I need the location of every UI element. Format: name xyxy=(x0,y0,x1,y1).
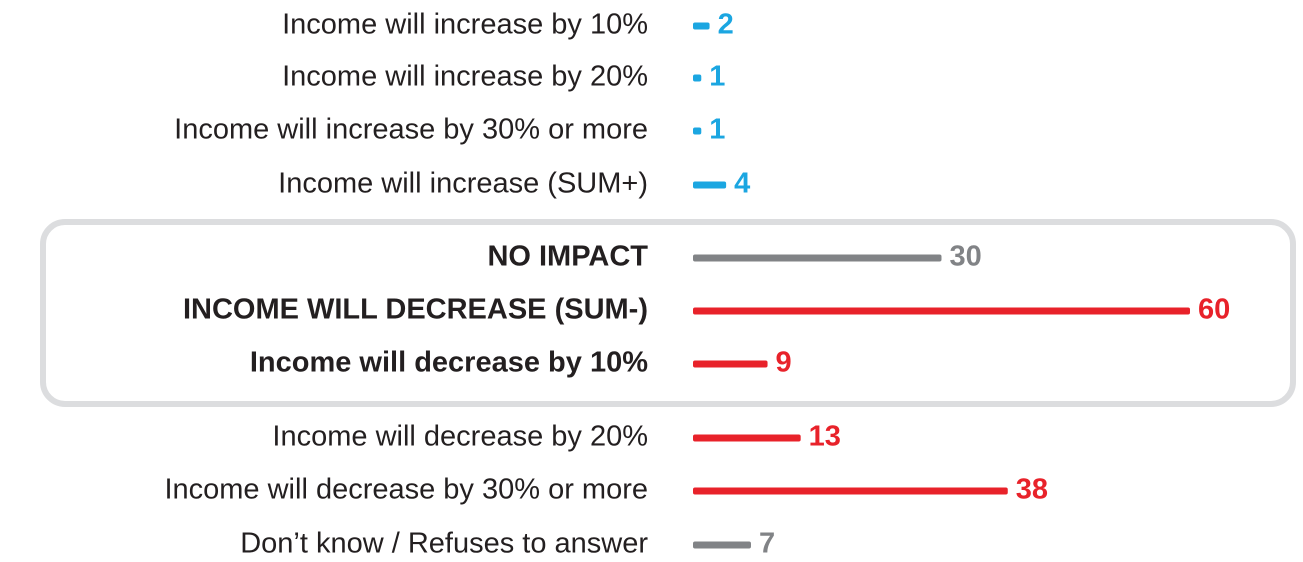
bar xyxy=(693,541,751,549)
bar xyxy=(693,307,1190,315)
category-label: Income will decrease by 10% xyxy=(250,347,648,379)
bar xyxy=(693,434,801,442)
category-label: Income will decrease by 30% or more xyxy=(164,474,648,506)
value-label: 38 xyxy=(1016,474,1048,506)
category-label: Income will increase by 20% xyxy=(282,61,648,93)
bar xyxy=(693,487,1008,495)
category-label: Income will decrease by 20% xyxy=(272,421,648,453)
value-label: 1 xyxy=(709,61,725,93)
category-label: INCOME WILL DECREASE (SUM-) xyxy=(183,294,648,326)
value-label: 2 xyxy=(718,9,734,41)
value-label: 9 xyxy=(776,347,792,379)
value-label: 4 xyxy=(734,168,750,200)
category-label: Don’t know / Refuses to answer xyxy=(240,528,648,560)
category-label: Income will increase by 10% xyxy=(282,9,648,41)
highlight-box xyxy=(40,219,1296,407)
bar xyxy=(693,127,702,135)
category-label: NO IMPACT xyxy=(487,241,648,273)
value-label: 13 xyxy=(809,421,841,453)
bar xyxy=(693,360,768,368)
category-label: Income will increase (SUM+) xyxy=(278,168,648,200)
bar xyxy=(693,22,710,30)
bar xyxy=(693,181,727,189)
bar xyxy=(693,74,702,82)
value-label: 60 xyxy=(1198,294,1230,326)
value-label: 7 xyxy=(759,528,775,560)
value-label: 1 xyxy=(709,114,725,146)
bar xyxy=(693,254,942,262)
category-label: Income will increase by 30% or more xyxy=(174,114,648,146)
value-label: 30 xyxy=(950,241,982,273)
